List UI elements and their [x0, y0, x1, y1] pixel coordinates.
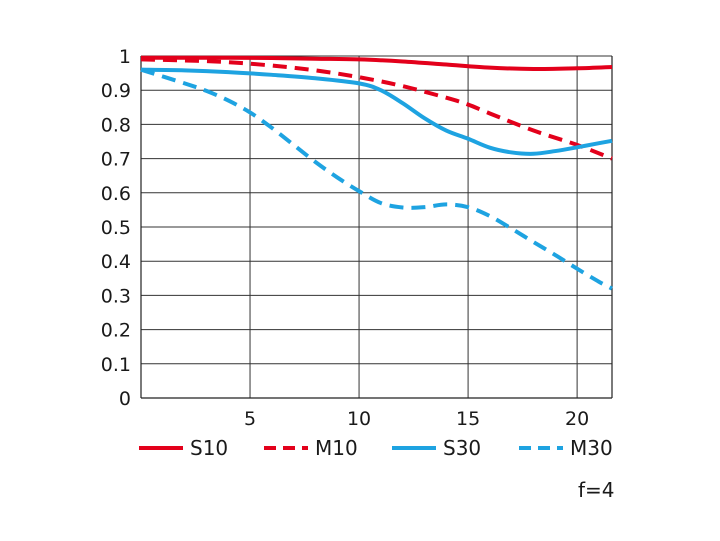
y-tick-label: 0.6: [101, 183, 131, 205]
y-tick-label: 0.2: [101, 320, 131, 342]
grid: [141, 55, 612, 399]
legend: S10 M10 S30 M30: [139, 436, 613, 460]
axes: [140, 56, 613, 399]
y-tick-label: 0.4: [101, 251, 131, 273]
series-line-m30: [140, 67, 613, 291]
y-tick-label: 0.7: [101, 149, 131, 171]
x-tick-label: 15: [456, 408, 480, 430]
series-lines: [140, 55, 613, 291]
aperture-annotation: f=4: [578, 478, 615, 502]
legend-label-s10: S10: [190, 436, 228, 460]
series-line-m10: [140, 57, 613, 161]
y-tick-label: 0.1: [101, 354, 131, 376]
tick-labels: 00.10.20.30.40.50.60.70.80.915 10 15 20: [101, 46, 589, 430]
legend-label-m10: M10: [315, 436, 358, 460]
x-tick-label: 5: [244, 408, 256, 430]
y-tick-label: 0.5: [101, 217, 131, 239]
x-tick-label: 20: [565, 408, 589, 430]
series-line-s10: [141, 55, 613, 72]
series-line-s30: [140, 67, 613, 156]
y-tick-label: 1: [119, 46, 131, 68]
legend-label-m30: M30: [570, 436, 613, 460]
y-tick-label: 0.9: [101, 80, 131, 102]
y-tick-label: 0: [119, 388, 131, 410]
legend-label-s30: S30: [443, 436, 481, 460]
x-tick-label: 10: [347, 408, 371, 430]
y-tick-label: 0.3: [101, 285, 131, 307]
y-tick-label: 0.8: [101, 114, 131, 136]
